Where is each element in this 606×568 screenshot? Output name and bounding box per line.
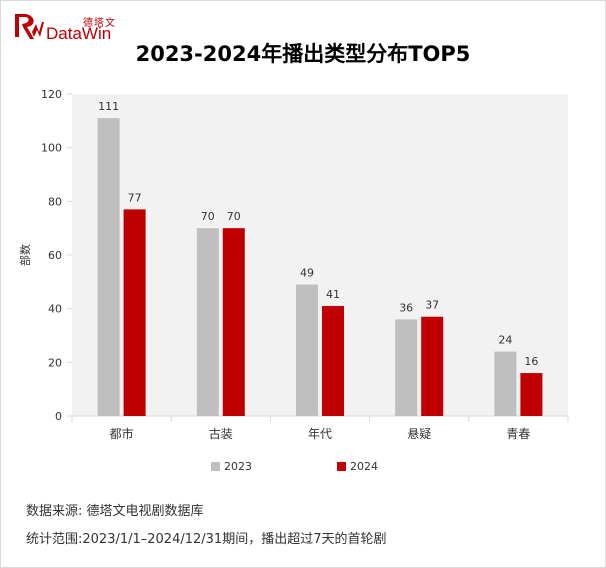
data-label-2024: 37 [425,299,439,312]
bar-2024 [222,228,245,416]
bar-2023 [296,284,318,416]
legend-swatch-2024 [337,462,346,471]
legend-swatch-2023 [211,462,220,471]
x-tick-label: 青春 [506,427,530,441]
datawin-logo: 德塔文 DataWin [12,10,122,46]
legend-label-2023: 2023 [224,460,252,473]
legend-item-2024: 2024 [337,460,378,473]
bar-2023 [494,351,517,416]
x-tick-label: 都市 [110,426,134,441]
data-label-2023: 49 [300,267,314,280]
data-label-2024: 77 [128,191,142,204]
data-label-2023: 24 [498,334,512,347]
y-tick-label: 100 [41,142,62,155]
chart-title: 2023-2024年播出类型分布TOP5 [135,42,471,66]
data-label-2023: 36 [399,301,413,314]
bar-2024 [322,305,344,416]
y-tick-label: 40 [48,303,62,316]
x-tick-label: 悬疑 [407,426,431,441]
legend: 2023 2024 [0,460,606,480]
data-label-2024: 41 [326,288,340,301]
y-tick-label: 60 [48,249,62,262]
range-note: 统计范围:2023/1/1–2024/12/31期间，播出超过7天的首轮剧 [26,532,387,547]
x-tick-label: 年代 [308,427,332,441]
bar-2023 [196,228,219,416]
data-label-2023: 111 [98,100,119,113]
data-label-2023: 70 [201,210,215,223]
bar-2024 [520,373,543,416]
y-axis-label: 部数 [18,244,32,266]
logo-chinese-text: 德塔文 [83,18,116,29]
logo-english-text: DataWin [46,24,112,43]
source-note: 数据来源: 德塔文电视剧数据库 [26,504,204,519]
y-tick-label: 20 [48,356,62,369]
plot-area [72,94,568,416]
bar-2024 [421,316,444,416]
y-tick-label: 80 [48,195,62,208]
legend-item-2023: 2023 [211,460,252,473]
bar-2023 [97,118,120,417]
datawin-logo-icon [15,14,44,39]
x-tick-label: 古装 [209,426,233,441]
data-label-2024: 16 [524,355,538,368]
bar-2023 [395,319,418,416]
y-tick-label: 120 [41,88,62,101]
data-label-2024: 70 [227,210,241,223]
y-tick-label: 0 [55,410,62,423]
bar-2024 [123,209,146,416]
legend-label-2024: 2024 [350,460,378,473]
